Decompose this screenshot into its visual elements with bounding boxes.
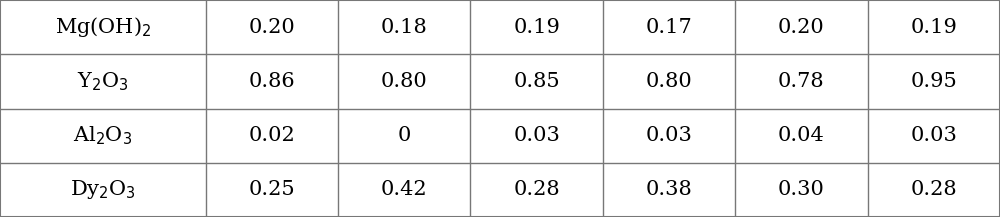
Text: 0.03: 0.03 (513, 126, 560, 145)
Text: 0.80: 0.80 (381, 72, 428, 91)
Text: 0.02: 0.02 (248, 126, 295, 145)
Text: 0.18: 0.18 (381, 18, 428, 37)
Text: Al$_2$O$_3$: Al$_2$O$_3$ (73, 124, 132, 147)
Text: 0.03: 0.03 (910, 126, 957, 145)
Text: 0.20: 0.20 (248, 18, 295, 37)
Text: 0.80: 0.80 (646, 72, 692, 91)
Text: 0.78: 0.78 (778, 72, 825, 91)
Text: 0.20: 0.20 (778, 18, 825, 37)
Text: Y$_2$O$_3$: Y$_2$O$_3$ (77, 70, 129, 93)
Text: 0.38: 0.38 (646, 180, 692, 199)
Text: 0.19: 0.19 (910, 18, 957, 37)
Text: 0.03: 0.03 (646, 126, 692, 145)
Text: 0.30: 0.30 (778, 180, 825, 199)
Text: 0.19: 0.19 (513, 18, 560, 37)
Text: 0.86: 0.86 (249, 72, 295, 91)
Text: 0.28: 0.28 (910, 180, 957, 199)
Text: 0.17: 0.17 (646, 18, 692, 37)
Text: 0.42: 0.42 (381, 180, 428, 199)
Text: Dy$_2$O$_3$: Dy$_2$O$_3$ (70, 178, 136, 201)
Text: 0.04: 0.04 (778, 126, 825, 145)
Text: 0.85: 0.85 (513, 72, 560, 91)
Text: 0.25: 0.25 (249, 180, 295, 199)
Text: 0.28: 0.28 (513, 180, 560, 199)
Text: 0.95: 0.95 (910, 72, 957, 91)
Text: 0: 0 (398, 126, 411, 145)
Text: Mg(OH)$_2$: Mg(OH)$_2$ (55, 15, 151, 39)
